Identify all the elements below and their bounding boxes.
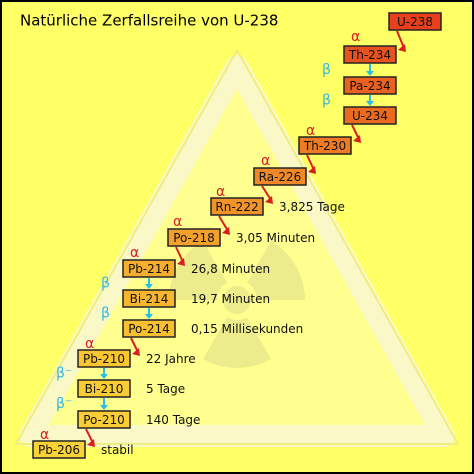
nuclide-label: U-238 [397,15,433,29]
arrow-head [145,314,153,319]
nuclide-box [388,12,442,31]
arrow-head [100,405,108,410]
radiation-blade [203,317,271,368]
nuclide-label: Pb-210 [83,352,125,366]
arrow-head [132,348,140,356]
nuclide-label: Po-210 [83,413,125,427]
alpha-arrow [306,154,315,171]
beta-label: β [322,62,331,78]
half-life: 0,15 Millisekunden [191,322,303,336]
arrow-head [366,101,374,106]
half-life: stabil [101,443,134,457]
nuclide-box [122,259,176,278]
half-life: 19,7 Minuten [191,292,270,306]
radiation-blade [169,241,227,300]
nuclide-label: Bi-214 [130,292,169,306]
arrow-head [308,166,316,174]
alpha-label: α [261,153,270,169]
arrow-head [87,439,95,447]
nuclide-box [122,289,176,308]
beta-label: β⁻ [56,396,72,412]
alpha-arrow [218,215,229,232]
nuclide-label: Po-218 [173,231,215,245]
nuclide-box [343,76,397,95]
nuclide-box [298,136,352,155]
nuclide-label: Pb-206 [38,443,80,457]
radiation-symbol [169,241,305,368]
beta-label: β [101,276,110,292]
nuclide-box [77,349,131,368]
nuclide-label: Th-234 [348,48,391,62]
nuclide-box [122,319,176,338]
nuclide-label: Bi-210 [85,382,124,396]
alpha-label: α [306,123,315,139]
arrow-head [398,44,406,52]
nuclide-label: Pb-214 [128,262,170,276]
beta-label: β [322,93,331,109]
half-life: 140 Tage [146,413,200,427]
nuclide-label: Rn-222 [215,200,258,214]
half-life: 3,05 Minuten [236,231,315,245]
title: Natürliche Zerfallsreihe von U-238 [20,12,278,30]
nuclide-label: Po-214 [128,322,170,336]
nuclide-label: Ra-226 [259,170,302,184]
nuclide-box [167,228,221,247]
warning-outline [15,49,459,445]
arrow-head [265,196,273,204]
half-life: 22 Jahre [146,352,196,366]
half-life: 5 Tage [146,382,185,396]
nuclide-label: U-234 [352,109,388,123]
arrow-head [366,71,374,76]
nuclide-box [210,197,264,216]
arrow-head [177,258,185,266]
nuclide-label: Th-230 [303,139,346,153]
alpha-arrow [261,185,272,201]
beta-label: β [101,306,110,322]
alpha-label: α [351,29,360,45]
radiation-blade [247,241,305,300]
alpha-label: α [216,184,225,200]
beta-label: β⁻ [56,366,72,382]
arrow-head [222,227,230,235]
nuclide-box [32,440,86,459]
arrow-head [100,374,108,379]
alpha-label: α [130,245,139,261]
nuclide-box [343,106,397,125]
nuclide-box [253,167,307,186]
arrow-head [353,135,361,143]
alpha-arrow [175,246,184,263]
alpha-arrow [351,124,360,140]
nuclide-label: Pa-234 [349,79,390,93]
alpha-arrow [396,30,405,49]
nuclide-box [77,410,131,429]
alpha-arrow [85,428,94,444]
arrow-head [145,284,153,289]
alpha-arrow [130,337,139,353]
alpha-label: α [40,427,49,443]
half-life: 3,825 Tage [279,200,345,214]
alpha-label: α [173,214,182,230]
nuclide-box [77,379,131,398]
nuclide-box [343,45,397,64]
half-life: 26,8 Minuten [191,262,270,276]
alpha-label: α [85,336,94,352]
